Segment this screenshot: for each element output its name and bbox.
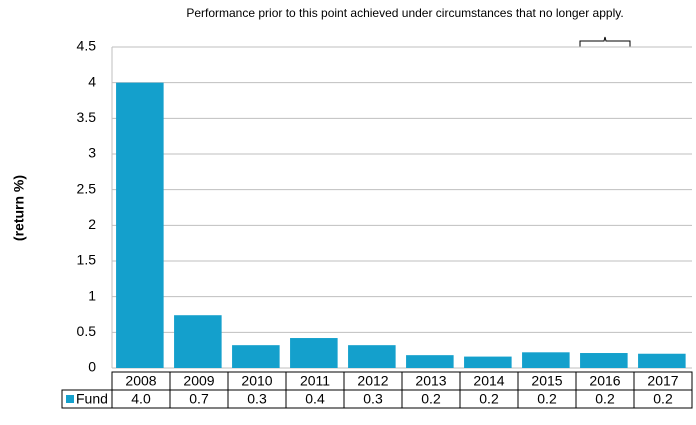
y-tick-label: 3.5 xyxy=(77,109,97,125)
bar xyxy=(464,356,512,368)
y-tick-label: 4.5 xyxy=(77,38,97,54)
bar xyxy=(290,338,338,368)
legend-cell xyxy=(61,389,113,409)
x-tick-label: 2011 xyxy=(300,373,330,389)
y-tick-label: 2.5 xyxy=(77,180,97,196)
bar xyxy=(348,345,396,368)
y-tick-label: 2 xyxy=(88,216,96,232)
y-tick-label: 1 xyxy=(88,287,96,303)
x-tick-label: 2009 xyxy=(183,373,214,389)
bar xyxy=(232,345,280,368)
table-value: 0.3 xyxy=(363,391,383,407)
y-tick-label: 0 xyxy=(88,359,96,375)
table-value: 0.2 xyxy=(595,391,615,407)
y-axis-label: (return %) xyxy=(11,175,27,241)
annotation: Performance prior to this point achieved… xyxy=(186,6,623,20)
x-tick-label: 2008 xyxy=(125,373,156,389)
annotation-bracket xyxy=(579,36,631,47)
table-value: 0.7 xyxy=(189,391,209,407)
table-value: 0.2 xyxy=(421,391,441,407)
x-tick-label: 2013 xyxy=(415,373,446,389)
bar xyxy=(580,353,628,368)
y-tick-label: 0.5 xyxy=(77,323,97,339)
table-value: 0.4 xyxy=(305,391,325,407)
x-tick-label: 2015 xyxy=(531,373,562,389)
y-tick-label: 1.5 xyxy=(77,252,97,268)
table-value: 0.3 xyxy=(247,391,267,407)
bar xyxy=(638,353,686,368)
bar xyxy=(116,82,164,369)
x-tick-label: 2017 xyxy=(647,373,678,389)
legend-swatch xyxy=(66,395,74,403)
bar xyxy=(174,315,222,368)
table-value: 0.2 xyxy=(479,391,499,407)
x-tick-label: 2016 xyxy=(589,373,620,389)
y-tick-label: 4 xyxy=(88,73,96,89)
bar xyxy=(522,352,570,368)
table-value: 0.2 xyxy=(537,391,557,407)
legend-label: Fund xyxy=(76,391,108,407)
table-cell xyxy=(633,389,693,409)
table-value: 0.2 xyxy=(653,391,673,407)
x-tick-label: 2014 xyxy=(473,373,504,389)
table-value: 4.0 xyxy=(131,391,151,407)
x-tick-label: 2012 xyxy=(357,373,388,389)
x-tick-label: 2010 xyxy=(241,373,272,389)
bar xyxy=(406,355,454,368)
y-tick-label: 3 xyxy=(88,145,96,161)
